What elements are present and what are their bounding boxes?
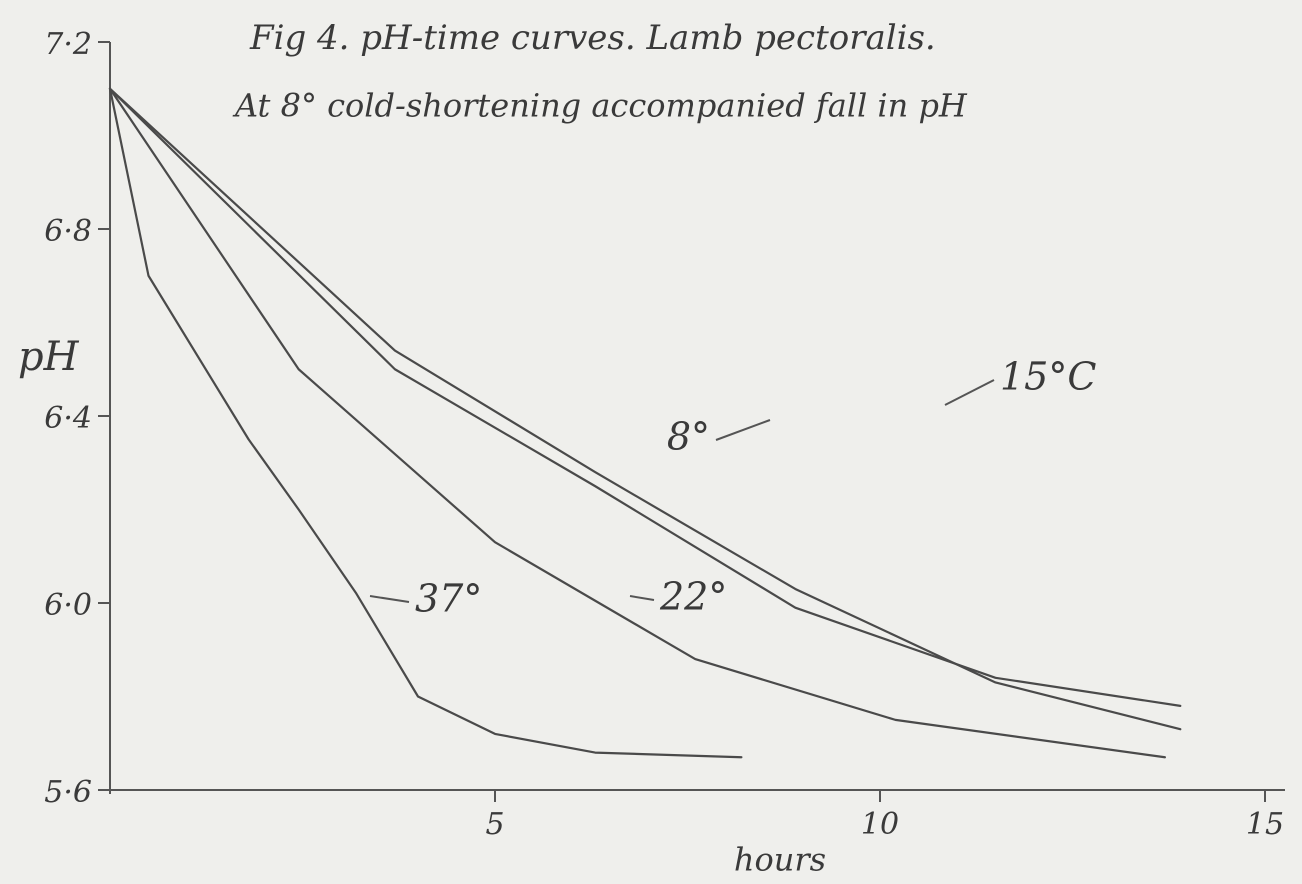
chart-subtitle: At 8° cold-shortening accompanied fall i… — [232, 87, 968, 125]
curve — [108, 87, 743, 759]
label-arrow — [629, 595, 655, 601]
curve — [108, 87, 1166, 759]
label-arrow — [715, 419, 771, 441]
y-tick-label: 5·6 — [44, 775, 92, 810]
curve — [108, 87, 1182, 731]
curve-label: 8° — [667, 415, 710, 459]
y-tick-label: 7·2 — [44, 27, 92, 62]
y-tick-label: 6·0 — [44, 588, 92, 623]
y-tick-label: 6·8 — [44, 214, 92, 249]
curve-label: 22° — [659, 575, 727, 619]
label-arrow — [369, 595, 410, 603]
chart-title: Fig 4. pH-time curves. Lamb pectoralis. — [249, 18, 936, 58]
y-tick-label: 6·4 — [44, 401, 92, 436]
label-arrow — [944, 379, 995, 406]
curve-label: 15°C — [1000, 355, 1096, 399]
x-tick-label: 5 — [485, 807, 504, 842]
x-tick-label: 10 — [861, 807, 899, 842]
curve-label: 37° — [415, 577, 482, 621]
y-axis-label: pH — [18, 334, 80, 380]
x-tick-label: 15 — [1246, 807, 1284, 842]
x-axis-label: hours — [734, 841, 826, 879]
curve — [108, 87, 1182, 707]
